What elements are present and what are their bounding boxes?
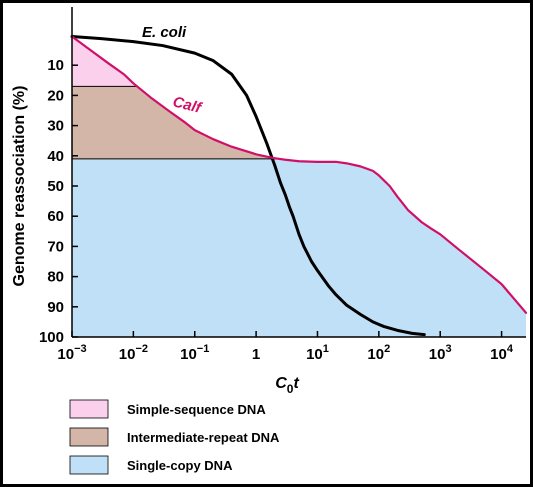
y-tick-label: 20 xyxy=(47,87,64,104)
legend-label: Simple-sequence DNA xyxy=(127,402,266,417)
x-tick-label: 10−1 xyxy=(180,343,209,363)
legend-label: Single-copy DNA xyxy=(127,458,233,473)
x-tick-label: 104 xyxy=(490,343,514,363)
x-tick-label: 1 xyxy=(252,346,260,363)
x-tick-label: 101 xyxy=(306,343,329,363)
legend-swatch xyxy=(69,399,109,419)
calf-label: Calf xyxy=(171,93,205,117)
y-tick-label: 80 xyxy=(47,269,64,286)
calf-curve xyxy=(70,35,528,314)
y-tick-label: 40 xyxy=(47,148,64,165)
ecoli-curve xyxy=(70,35,426,337)
y-tick-label: 90 xyxy=(47,299,64,316)
legend-label: Intermediate-repeat DNA xyxy=(127,430,280,445)
x-axis-title: C0t xyxy=(275,375,299,396)
y-tick-label: 10 xyxy=(47,57,64,74)
ecoli-label: E. coli xyxy=(142,24,187,41)
single-copy-region xyxy=(72,158,526,337)
y-tick-label: 100 xyxy=(39,329,64,346)
intermediate-repeat-region xyxy=(72,86,279,159)
y-tick-label: 70 xyxy=(47,238,64,255)
legend-swatch xyxy=(69,427,109,447)
legend-swatch xyxy=(69,455,109,475)
y-tick-label: 50 xyxy=(47,178,64,195)
x-tick-label: 10−3 xyxy=(57,343,86,363)
x-tick-label: 103 xyxy=(429,343,452,363)
y-axis-title: Genome reassociation (%) xyxy=(11,86,28,287)
y-tick-label: 60 xyxy=(47,208,64,225)
y-tick-label: 30 xyxy=(47,118,64,135)
x-tick-label: 102 xyxy=(367,343,390,363)
x-tick-label: 10−2 xyxy=(119,343,148,363)
